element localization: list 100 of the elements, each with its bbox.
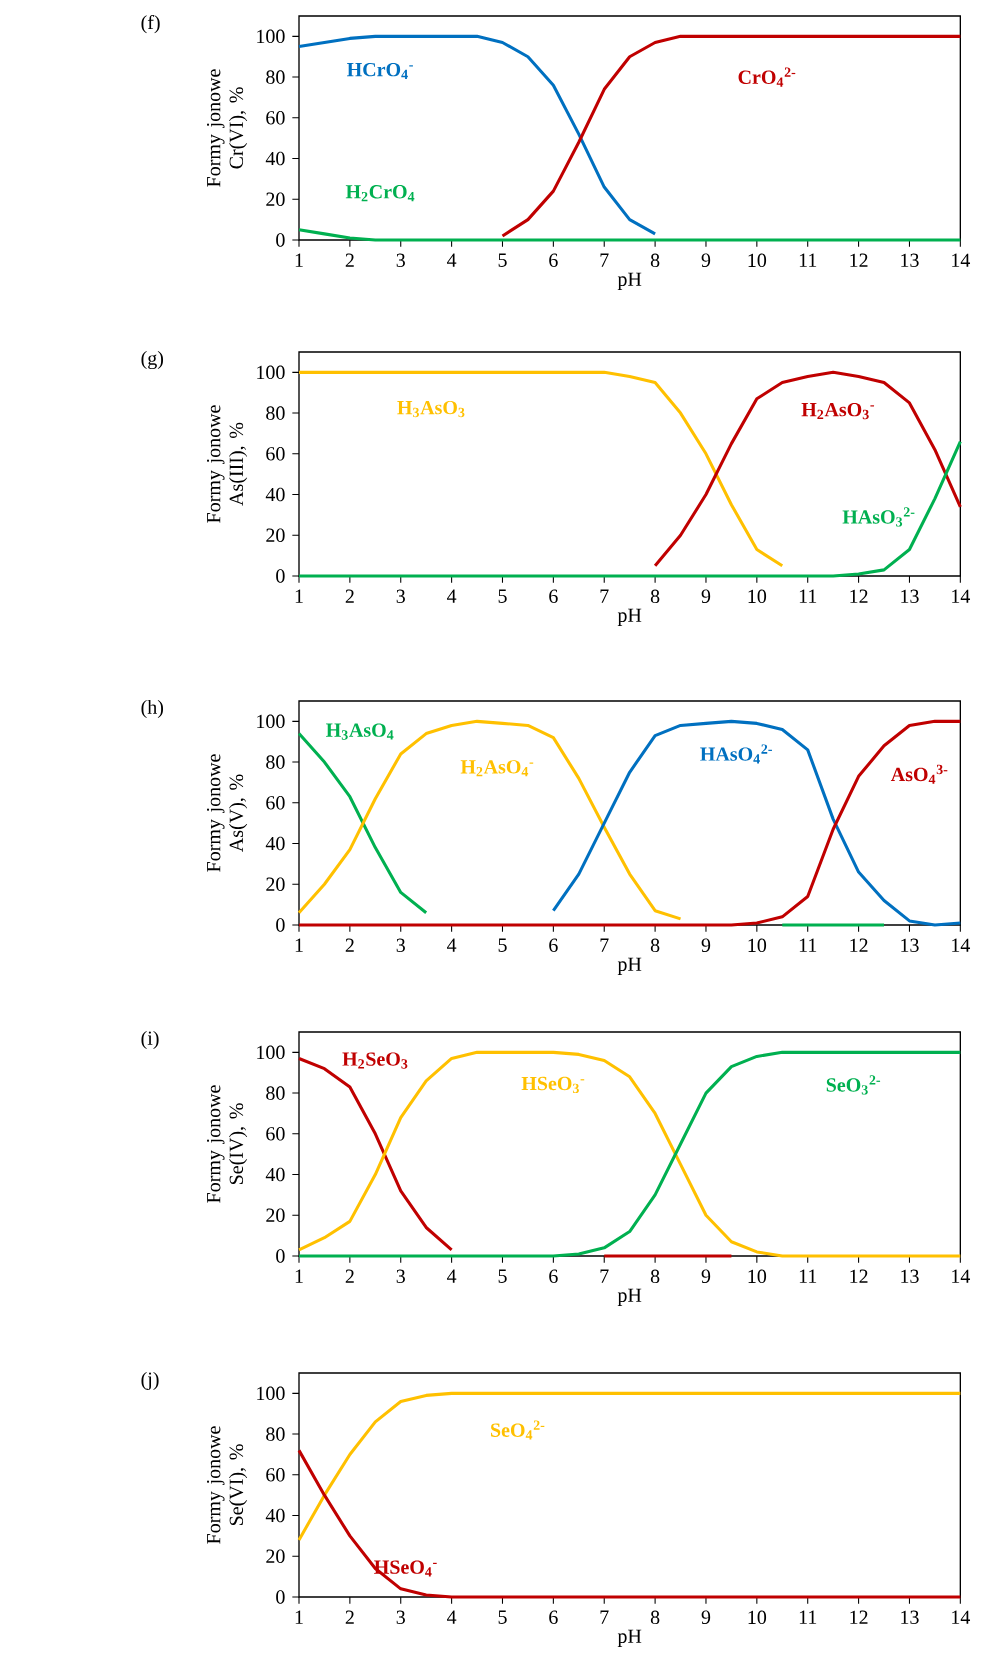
series-label: HAsO$_{4}$2- xyxy=(700,744,772,764)
x-tick-label: 1 xyxy=(295,253,303,267)
x-tick-label: 6 xyxy=(549,1269,558,1284)
x-axis-title: pH xyxy=(617,957,642,976)
x-tick-label: 9 xyxy=(701,1269,711,1284)
x-tick-label: 13 xyxy=(901,938,919,953)
y-tick-label: 80 xyxy=(266,755,285,769)
x-tick-label: 4 xyxy=(447,589,457,603)
y-tick-label: 40 xyxy=(265,487,285,502)
x-tick-label: 6 xyxy=(549,589,558,604)
x-tick-label: 11 xyxy=(799,253,817,267)
x-tick-label: 5 xyxy=(498,938,507,952)
x-tick-label: 8 xyxy=(650,1610,660,1625)
y-tick-label: 60 xyxy=(266,111,285,125)
series-label: HSeO$_{4}$- xyxy=(374,1560,437,1577)
x-tick-label: 6 xyxy=(549,253,558,268)
y-tick-label: 0 xyxy=(276,1590,285,1604)
x-tick-label: 8 xyxy=(650,253,660,268)
x-tick-label: 14 xyxy=(952,938,971,952)
x-tick-label: 7 xyxy=(600,589,609,603)
x-tick-label: 14 xyxy=(952,253,971,267)
x-tick-label: 3 xyxy=(396,1269,405,1284)
x-tick-label: 1 xyxy=(295,938,303,952)
x-tick-label: 2 xyxy=(345,938,354,952)
series-label: H$_{2}$CrO$_{4}$ xyxy=(345,185,415,202)
chart-title: (i) xyxy=(141,1030,159,1050)
x-tick-label: 10 xyxy=(748,1269,767,1284)
series-label: SeO$_{4}$2- xyxy=(491,1420,545,1440)
series-label: HSeO$_{3}$- xyxy=(521,1076,585,1094)
x-tick-label: 7 xyxy=(600,938,609,952)
series-label: H$_{2}$SeO$_{3}$ xyxy=(342,1052,408,1069)
y-tick-label: 60 xyxy=(266,796,285,810)
y-tick-label: 20 xyxy=(266,1549,285,1564)
x-tick-label: 13 xyxy=(901,1610,919,1625)
y-axis-title: Formy jonowe As(III), % xyxy=(206,405,248,523)
x-tick-label: 13 xyxy=(901,253,919,268)
y-axis-title: Formy jonowe Se(IV), % xyxy=(206,1085,248,1203)
x-tick-label: 12 xyxy=(850,1269,868,1283)
x-tick-label: 1 xyxy=(295,589,303,603)
x-tick-label: 4 xyxy=(447,938,457,952)
x-tick-label: 11 xyxy=(799,938,817,952)
x-tick-label: 9 xyxy=(701,938,711,953)
series-label: HCrO$_{4}$- xyxy=(347,62,413,80)
y-tick-label: 100 xyxy=(257,29,285,44)
y-tick-label: 20 xyxy=(266,877,285,892)
y-axis-title: Formy jonowe Cr(VI), % xyxy=(206,69,248,187)
line-series xyxy=(297,719,683,921)
y-tick-label: 40 xyxy=(265,836,285,851)
y-tick-label: 60 xyxy=(266,1468,285,1482)
x-tick-label: 9 xyxy=(701,253,711,268)
series-label: H$_{2}$AsO$_{4}$- xyxy=(460,760,534,777)
y-tick-label: 0 xyxy=(276,918,285,932)
y-axis-title: Formy jonowe Se(VI), % xyxy=(206,1426,248,1544)
x-tick-label: 8 xyxy=(650,589,660,604)
x-tick-label: 10 xyxy=(748,589,767,604)
chart-title: (g) xyxy=(141,350,164,370)
x-axis-title: pH xyxy=(617,1629,642,1648)
x-tick-label: 7 xyxy=(600,253,609,267)
x-tick-label: 11 xyxy=(799,589,817,603)
x-tick-label: 3 xyxy=(396,1610,405,1625)
y-tick-label: 0 xyxy=(276,1249,285,1263)
x-tick-label: 12 xyxy=(850,1610,868,1624)
x-tick-label: 2 xyxy=(345,1269,354,1283)
y-tick-label: 100 xyxy=(257,365,285,380)
x-tick-label: 5 xyxy=(498,1610,507,1624)
x-tick-label: 7 xyxy=(600,1610,609,1624)
x-tick-label: 11 xyxy=(799,1610,817,1624)
chart-title: (j) xyxy=(141,1371,159,1391)
x-tick-label: 12 xyxy=(850,589,868,603)
x-tick-label: 6 xyxy=(549,938,558,953)
y-tick-label: 100 xyxy=(257,1045,285,1060)
line-series xyxy=(653,370,962,568)
x-axis-title: pH xyxy=(617,608,642,627)
y-axis-title: Formy jonowe As(V), % xyxy=(206,754,248,872)
x-tick-label: 8 xyxy=(650,1269,660,1284)
y-tick-label: 80 xyxy=(266,406,285,420)
series-label: AsO$_{4}$3- xyxy=(890,764,948,784)
x-tick-label: 5 xyxy=(498,589,507,603)
x-tick-label: 5 xyxy=(498,253,507,267)
series-label: H$_{3}$AsO$_{4}$ xyxy=(326,723,394,740)
x-tick-label: 12 xyxy=(850,253,868,267)
x-tick-label: 13 xyxy=(901,1269,919,1284)
chart-title: (f) xyxy=(141,14,160,34)
x-tick-label: 1 xyxy=(295,1610,303,1624)
y-tick-label: 0 xyxy=(276,569,285,583)
x-tick-label: 8 xyxy=(650,938,660,953)
y-tick-label: 100 xyxy=(257,1386,285,1401)
x-tick-label: 4 xyxy=(447,1269,457,1283)
x-tick-label: 9 xyxy=(701,1610,711,1625)
x-tick-label: 10 xyxy=(748,1610,767,1625)
y-tick-label: 40 xyxy=(265,1508,285,1523)
series-label: H$_{2}$AsO$_{3}$- xyxy=(801,402,875,420)
line-series xyxy=(551,719,962,927)
x-tick-label: 10 xyxy=(748,253,767,268)
y-tick-label: 0 xyxy=(276,233,285,247)
x-tick-label: 3 xyxy=(396,589,405,604)
x-tick-label: 14 xyxy=(952,589,971,603)
x-tick-label: 7 xyxy=(600,1269,609,1283)
x-tick-label: 1 xyxy=(295,1269,303,1283)
y-tick-label: 60 xyxy=(266,447,285,461)
